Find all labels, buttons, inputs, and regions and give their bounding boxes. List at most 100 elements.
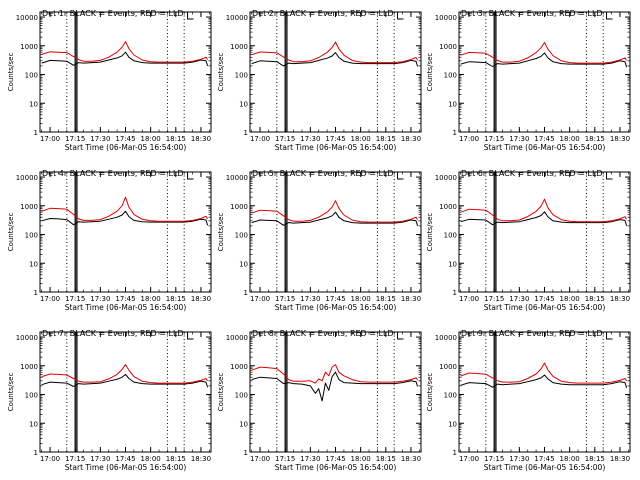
x-tick-label: 18:15 xyxy=(585,455,605,463)
y-tick-label: 1000 xyxy=(20,43,38,51)
y-axis-label: Counts/sec xyxy=(7,373,15,412)
x-tick-label: 18:30 xyxy=(191,295,211,303)
y-tick-label: 10000 xyxy=(226,14,248,22)
events-series-line xyxy=(251,211,419,227)
x-tick-label: 17:30 xyxy=(509,135,529,143)
lld-series-line xyxy=(251,200,419,223)
lld-series-line xyxy=(41,364,209,384)
x-tick-label: 17:45 xyxy=(534,455,554,463)
y-axis-label: Counts/sec xyxy=(7,53,15,92)
panel-title: Det 7r BLACK = Events, RED = LLD xyxy=(42,329,184,338)
y-tick-label: 10000 xyxy=(435,334,457,342)
y-tick-label: 1 xyxy=(34,289,38,297)
events-series-line xyxy=(41,373,209,388)
x-tick-label: 18:00 xyxy=(560,295,580,303)
x-axis-label: Start Time (06-Mar-05 16:54:00) xyxy=(65,463,187,472)
x-tick-label: 17:00 xyxy=(250,455,270,463)
x-tick-label: 18:00 xyxy=(351,295,371,303)
x-tick-label: 17:30 xyxy=(509,295,529,303)
y-tick-label: 100 xyxy=(25,72,38,80)
lld-series-line xyxy=(251,364,418,384)
x-tick-label: 17:00 xyxy=(40,135,60,143)
y-axis-label: Counts/sec xyxy=(217,213,225,252)
events-series-line xyxy=(251,52,419,67)
plot-frame xyxy=(458,331,631,453)
y-tick-label: 1000 xyxy=(20,203,38,211)
y-tick-label: 100 xyxy=(444,392,457,400)
x-tick-label: 18:30 xyxy=(191,455,211,463)
events-series-line xyxy=(251,371,419,402)
x-tick-label: 17:45 xyxy=(115,455,135,463)
events-series-line xyxy=(41,210,209,226)
y-tick-label: 1 xyxy=(34,129,38,137)
box-marker xyxy=(397,172,404,180)
lld-series-line xyxy=(460,362,628,384)
lld-series-line xyxy=(251,41,419,64)
panel-title: Det 2r BLACK = Events, RED = LLD xyxy=(252,9,394,18)
x-axis-label: Start Time (06-Mar-05 16:54:00) xyxy=(65,143,187,152)
y-tick-label: 10000 xyxy=(226,174,248,182)
y-tick-label: 1 xyxy=(244,129,248,137)
y-tick-label: 1000 xyxy=(230,363,248,371)
x-tick-label: 17:15 xyxy=(275,135,295,143)
x-tick-label: 17:00 xyxy=(459,455,479,463)
y-tick-label: 10 xyxy=(29,260,38,268)
plot-frame xyxy=(249,11,422,133)
panel-title: Det 1r BLACK = Events, RED = LLD xyxy=(42,9,184,18)
plot-frame xyxy=(39,171,212,293)
x-tick-label: 18:00 xyxy=(141,135,161,143)
x-tick-label: 18:30 xyxy=(610,135,630,143)
y-tick-label: 10000 xyxy=(226,334,248,342)
x-tick-label: 17:00 xyxy=(40,455,60,463)
y-tick-label: 100 xyxy=(235,72,248,80)
x-axis-label: Start Time (06-Mar-05 16:54:00) xyxy=(275,143,397,152)
x-tick-label: 18:15 xyxy=(376,295,396,303)
x-tick-label: 17:15 xyxy=(65,295,85,303)
y-tick-label: 10000 xyxy=(16,174,38,182)
panel-title: Det 3r BLACK = Events, RED = LLD xyxy=(461,9,603,18)
y-tick-label: 10 xyxy=(29,100,38,108)
events-series-line xyxy=(460,52,628,68)
y-tick-label: 1000 xyxy=(230,43,248,51)
x-tick-label: 17:30 xyxy=(90,135,110,143)
x-tick-label: 17:45 xyxy=(325,295,345,303)
box-marker xyxy=(397,332,404,340)
plot-frame xyxy=(249,331,422,453)
y-tick-label: 100 xyxy=(25,232,38,240)
y-tick-label: 100 xyxy=(444,72,457,80)
y-tick-label: 1000 xyxy=(439,363,457,371)
x-tick-label: 18:30 xyxy=(610,295,630,303)
y-tick-label: 1 xyxy=(453,289,457,297)
plot-frame xyxy=(458,171,631,293)
x-tick-label: 17:15 xyxy=(65,135,85,143)
box-marker xyxy=(606,12,613,20)
x-tick-label: 17:45 xyxy=(115,295,135,303)
box-marker xyxy=(187,172,194,180)
x-tick-label: 18:30 xyxy=(401,295,421,303)
box-marker xyxy=(187,12,194,20)
plot-frame xyxy=(39,11,212,133)
y-tick-label: 10 xyxy=(448,260,457,268)
y-tick-label: 100 xyxy=(235,392,248,400)
y-axis-label: Counts/sec xyxy=(217,53,225,92)
lld-series-line xyxy=(460,198,628,223)
x-axis-label: Start Time (06-Mar-05 16:54:00) xyxy=(275,463,397,472)
panel-title: Det 9r BLACK = Events, RED = LLD xyxy=(461,329,603,338)
x-tick-label: 17:15 xyxy=(65,455,85,463)
x-tick-label: 17:15 xyxy=(484,135,504,143)
x-tick-label: 17:30 xyxy=(509,455,529,463)
x-axis-label: Start Time (06-Mar-05 16:54:00) xyxy=(484,463,606,472)
y-tick-label: 10 xyxy=(29,420,38,428)
x-tick-label: 17:30 xyxy=(90,295,110,303)
x-tick-label: 18:15 xyxy=(585,295,605,303)
y-tick-label: 10000 xyxy=(16,14,38,22)
panel-title: Det 6r BLACK = Events, RED = LLD xyxy=(461,169,603,178)
panel-title: Det 4r BLACK = Events, RED = LLD xyxy=(42,169,184,178)
x-tick-label: 18:15 xyxy=(376,135,396,143)
plot-frame xyxy=(458,11,631,133)
x-tick-label: 18:15 xyxy=(166,455,186,463)
y-tick-label: 1000 xyxy=(230,203,248,211)
x-axis-label: Start Time (06-Mar-05 16:54:00) xyxy=(484,303,606,312)
x-tick-label: 17:00 xyxy=(459,135,479,143)
x-tick-label: 17:00 xyxy=(250,135,270,143)
